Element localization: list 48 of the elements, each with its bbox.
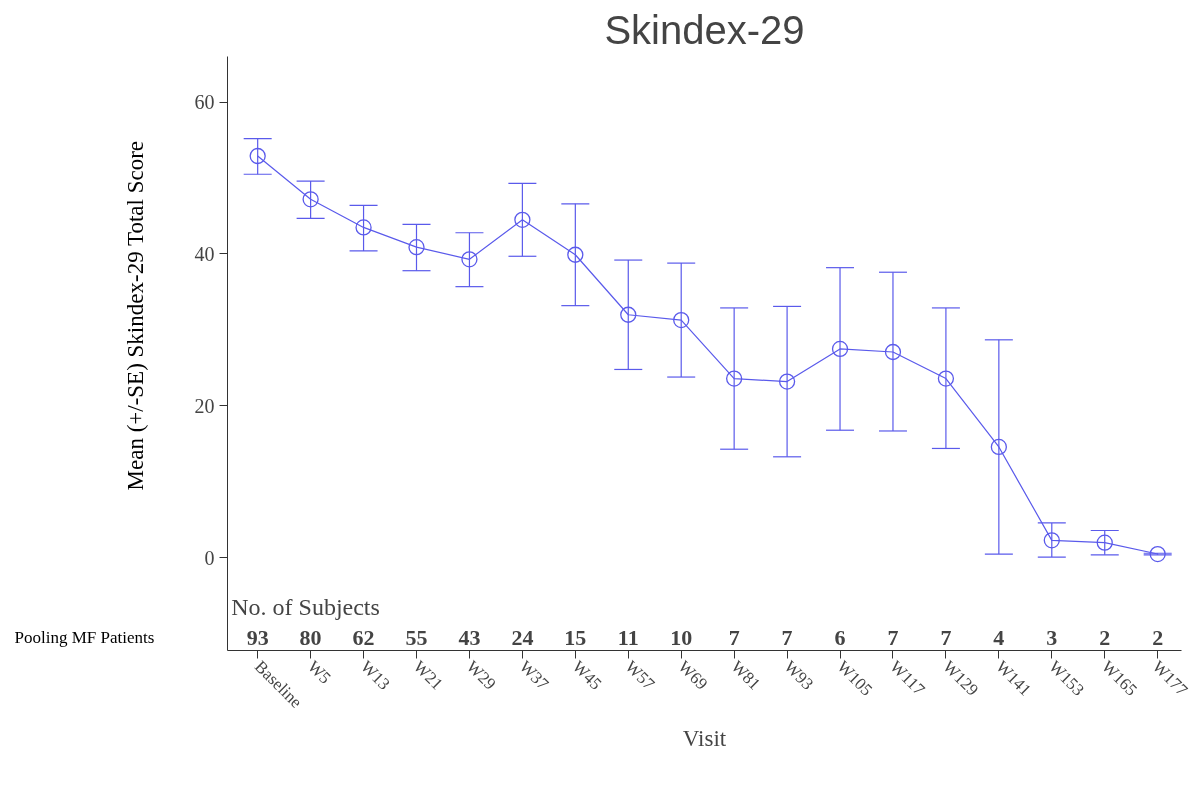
point: [514, 211, 531, 228]
point: [726, 370, 743, 387]
point: [937, 370, 955, 387]
annotation: 24: [511, 624, 534, 650]
annotation: 7: [940, 624, 952, 650]
point: [884, 343, 902, 361]
annotation: 62: [352, 624, 375, 650]
annotation: 7: [887, 624, 899, 650]
x-tick-label: W57: [621, 656, 659, 694]
point: [1149, 545, 1166, 563]
annotation: 7: [728, 624, 740, 650]
annotation: 80: [299, 624, 322, 650]
point: [302, 191, 319, 208]
point: [778, 373, 796, 390]
x-axis-title: Visit: [682, 726, 727, 752]
point: [408, 239, 425, 256]
annotation: 11: [617, 624, 639, 650]
point: [673, 311, 690, 329]
point: [461, 251, 478, 268]
point: [990, 438, 1007, 456]
annotation: 7: [781, 624, 793, 650]
point: [620, 306, 637, 323]
y-axis-title: Mean (+/-SE) Skindex-29 Total Score: [123, 140, 148, 491]
y-tick-label: 0: [204, 546, 215, 569]
annotation: 3: [1046, 624, 1058, 650]
point: [831, 340, 849, 358]
point: [567, 246, 584, 263]
x-tick-label: W5: [303, 656, 335, 688]
annotation: 2: [1152, 624, 1164, 650]
annotation: 10: [670, 624, 693, 650]
x-tick-label: W37: [515, 656, 553, 694]
annotation: 6: [834, 624, 846, 650]
annotation: 4: [993, 624, 1005, 650]
annotation: 55: [405, 624, 428, 650]
annotation: 93: [246, 624, 269, 650]
chart-title: Skindex-29: [604, 7, 805, 52]
point: [1043, 532, 1060, 549]
annotation: 2: [1099, 624, 1111, 650]
point: [249, 147, 266, 165]
text: Pooling MF Patients: [14, 628, 155, 648]
annotation: 43: [458, 624, 481, 650]
y-tick-label: 40: [194, 242, 215, 265]
point: [1096, 534, 1113, 551]
y-tick-label: 60: [194, 91, 215, 114]
point: [355, 219, 372, 236]
annotation: 15: [564, 624, 587, 650]
y-tick-label: 20: [194, 394, 215, 417]
annotation: No. of Subjects: [231, 594, 380, 621]
